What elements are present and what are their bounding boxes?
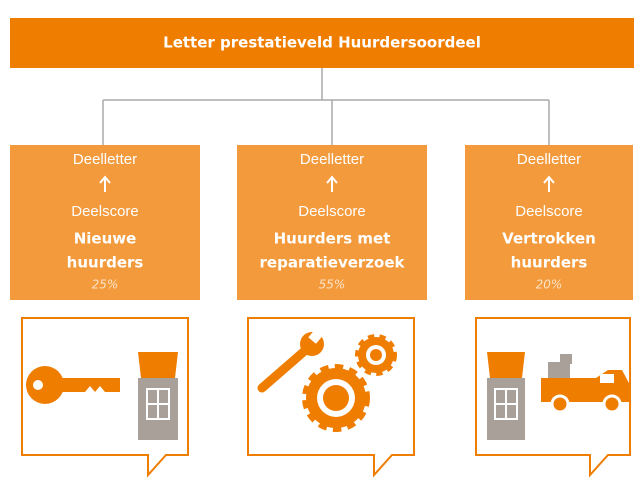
score-box bbox=[465, 145, 633, 300]
score-box bbox=[237, 145, 427, 300]
box-name: Huurders met bbox=[274, 230, 391, 248]
icons bbox=[26, 328, 630, 440]
speech-bubble bbox=[21, 317, 189, 478]
box-bottom: Deelscore bbox=[298, 203, 366, 220]
box-bottom: Deelscore bbox=[71, 203, 139, 220]
box-name: huurders bbox=[511, 254, 588, 272]
header-title: Letter prestatieveld Huurdersoordeel bbox=[163, 34, 481, 52]
speech-bubble bbox=[475, 317, 631, 478]
header-bar bbox=[10, 18, 634, 68]
score-box bbox=[10, 145, 200, 300]
arrow bbox=[543, 175, 555, 192]
box-weight: 55% bbox=[319, 278, 346, 292]
speech-bubble bbox=[247, 317, 415, 478]
box-top: Deelletter bbox=[300, 151, 364, 168]
arrow bbox=[99, 175, 111, 192]
box-name: Vertrokken bbox=[502, 230, 596, 248]
box-weight: 25% bbox=[92, 278, 119, 292]
box-name: Nieuwe bbox=[74, 230, 137, 248]
box-top: Deelletter bbox=[517, 151, 581, 168]
box-weight: 20% bbox=[536, 278, 563, 292]
box-bottom: Deelscore bbox=[515, 203, 583, 220]
box-top: Deelletter bbox=[73, 151, 137, 168]
arrow bbox=[326, 175, 338, 192]
connectors bbox=[102, 68, 550, 145]
box-name: huurders bbox=[67, 254, 144, 272]
box-name: reparatieverzoek bbox=[260, 254, 406, 272]
